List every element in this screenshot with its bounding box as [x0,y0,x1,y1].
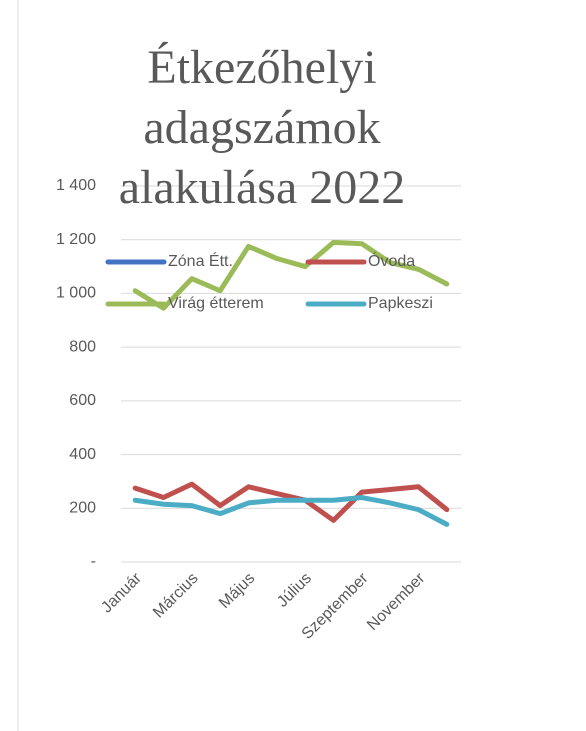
y-tick-label: - [91,553,96,570]
x-tick-label: Január [98,569,145,616]
x-tick-label: Május [216,570,258,612]
legend-label: Virág étterem [168,295,264,312]
legend-label: Zóna Étt. [168,251,233,270]
x-tick-label: Július [274,570,315,611]
y-tick-label: 1 200 [56,231,96,248]
legend-label: Papkeszi [368,295,433,312]
chart-title: Étkezőhelyi adagszámok alakulása 2022 [118,41,406,214]
y-tick-label: 800 [69,338,96,355]
y-tick-label: 600 [69,392,96,409]
series-line [132,495,450,527]
chart-frame [17,0,19,731]
x-tick-label: Március [150,570,202,622]
y-tick-label: 1 400 [56,177,96,194]
series-line [132,481,450,523]
legend-label: Óvoda [368,251,415,270]
y-tick-label: 400 [69,446,96,463]
y-tick-label: 200 [69,500,96,517]
y-tick-label: 1 000 [56,285,96,302]
x-tick-label: November [364,569,429,634]
series-line [132,239,450,311]
